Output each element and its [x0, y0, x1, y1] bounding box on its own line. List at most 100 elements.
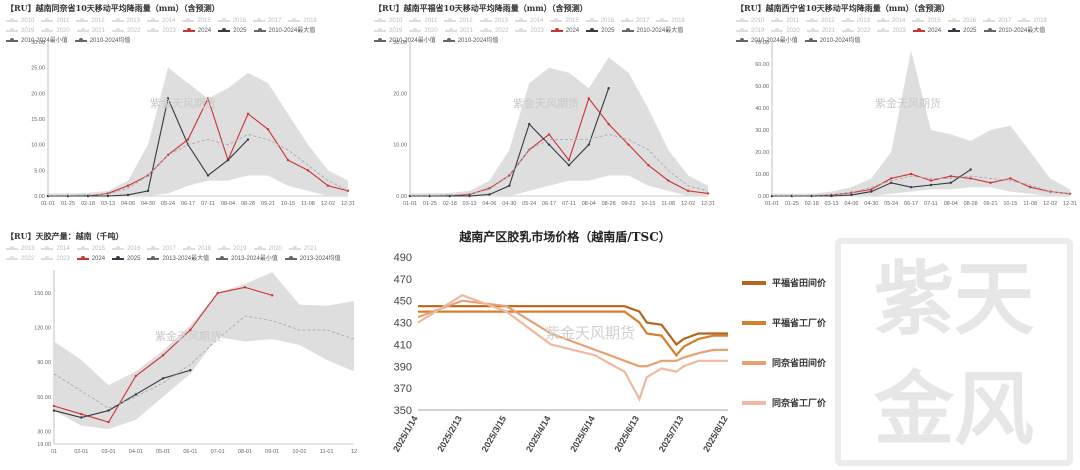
- legend-item[interactable]: 2017: [621, 16, 649, 26]
- legend-item[interactable]: 2010-2024最小值: [736, 36, 798, 46]
- legend-item[interactable]: 2011: [41, 16, 69, 26]
- legend-item[interactable]: 2015: [182, 16, 211, 26]
- legend-item[interactable]: 2016: [112, 244, 140, 254]
- legend-item[interactable]: 2022: [842, 26, 870, 36]
- legend-item[interactable]: 2012: [76, 16, 105, 26]
- legend-item[interactable]: 2012: [444, 16, 473, 26]
- legend-item[interactable]: 2013-2024最大值: [147, 254, 209, 264]
- legend-item[interactable]: 2024: [76, 254, 105, 264]
- legend-item[interactable]: 2019: [218, 244, 247, 254]
- legend-item[interactable]: 2021: [806, 26, 835, 36]
- legend-item[interactable]: 2024: [550, 26, 579, 36]
- legend-item[interactable]: 2015: [912, 16, 941, 26]
- price-legend-item[interactable]: 同奈省田间价: [742, 356, 826, 369]
- data-point: [146, 189, 150, 193]
- legend-item[interactable]: 2015: [76, 244, 105, 254]
- data-point: [266, 128, 270, 131]
- legend-item[interactable]: 2022: [6, 254, 34, 264]
- data-point: [627, 143, 630, 146]
- legend-item[interactable]: 2020: [253, 244, 282, 254]
- data-point: [547, 143, 551, 146]
- legend-item[interactable]: 2012: [806, 16, 835, 26]
- legend-item[interactable]: 2014: [146, 16, 175, 26]
- legend-item[interactable]: 2024: [912, 26, 941, 36]
- legend-item[interactable]: 2010-2024最小值: [6, 36, 68, 46]
- x-tick-label: 12-31: [341, 201, 355, 207]
- chart-dongnai-rain: 0.00 5.00 10.00 15.00 20.00 25.00 30.00 01-01 01…: [31, 40, 355, 207]
- legend-item[interactable]: 2021: [288, 244, 317, 254]
- legend-item[interactable]: 2019: [736, 26, 764, 36]
- legend-item[interactable]: 2010: [374, 16, 402, 26]
- y-tick-label: 10.00: [393, 143, 407, 149]
- legend-item[interactable]: 2017: [983, 16, 1011, 26]
- legend-item[interactable]: 2016: [585, 16, 614, 26]
- legend-item[interactable]: 2020: [409, 26, 438, 36]
- legend-item[interactable]: 2016: [217, 16, 246, 26]
- legend-item[interactable]: 2019: [6, 26, 34, 36]
- legend-item[interactable]: 2019: [374, 26, 402, 36]
- y-tick-label: 30.00: [37, 429, 51, 435]
- legend-item[interactable]: 2025: [112, 254, 140, 264]
- y-tick-label: 0.00: [34, 194, 45, 200]
- legend-item[interactable]: 2011: [409, 16, 437, 26]
- legend-item[interactable]: 2010-2024最大值: [253, 26, 315, 36]
- legend-item[interactable]: 2015: [550, 16, 579, 26]
- range-band: [772, 50, 1070, 196]
- legend-item[interactable]: 2018: [288, 16, 317, 26]
- legend-item[interactable]: 2010-2024最大值: [983, 26, 1045, 36]
- data-point: [226, 158, 230, 162]
- legend-item[interactable]: 2020: [41, 26, 70, 36]
- data-point: [206, 174, 210, 177]
- legend-item[interactable]: 2014: [514, 16, 543, 26]
- legend-item[interactable]: 2023: [877, 26, 906, 36]
- legend-item[interactable]: 2010-2024最大值: [621, 26, 683, 36]
- legend-item[interactable]: 2020: [771, 26, 800, 36]
- legend-item[interactable]: 2010-2024均值: [804, 36, 860, 46]
- x-tick-label: 04-06: [121, 201, 135, 207]
- price-legend-item[interactable]: 平福省工厂价: [742, 316, 826, 329]
- legend-item[interactable]: 2013: [111, 16, 140, 26]
- legend-item[interactable]: 2016: [947, 16, 976, 26]
- legend-item[interactable]: 2013-2024均值: [284, 254, 341, 264]
- x-tick-label: 2025/8/12: [701, 414, 730, 454]
- legend-item[interactable]: 2025: [586, 26, 615, 36]
- legend-item[interactable]: 2025: [218, 26, 247, 36]
- legend-item[interactable]: 2010-2024均值: [442, 36, 498, 46]
- legend-item[interactable]: 2018: [1018, 16, 1047, 26]
- legend-item[interactable]: 2017: [253, 16, 281, 26]
- data-point: [909, 186, 913, 189]
- price-legend-item[interactable]: 同奈省工厂价: [742, 396, 826, 409]
- x-tick-label: 02-01: [74, 449, 88, 455]
- legend-item[interactable]: 2013-2024最小值: [216, 254, 278, 264]
- legend-item[interactable]: 2022: [112, 26, 140, 36]
- legend-item[interactable]: 2011: [771, 16, 799, 26]
- legend-item[interactable]: 2022: [480, 26, 508, 36]
- legend-item[interactable]: 2018: [182, 244, 211, 254]
- legend-item[interactable]: 2021: [444, 26, 473, 36]
- legend-item[interactable]: 2024: [182, 26, 211, 36]
- x-tick-label: 07-01: [211, 449, 225, 455]
- legend-item[interactable]: 2017: [147, 244, 176, 254]
- x-tick-label: 06-17: [542, 201, 556, 207]
- legend-item[interactable]: 2013: [479, 16, 508, 26]
- legend-item[interactable]: 2023: [147, 26, 176, 36]
- legend-item[interactable]: 2013: [6, 244, 34, 254]
- data-point: [969, 177, 972, 180]
- price-legend-item[interactable]: 平福省田间价: [742, 276, 826, 289]
- legend-label: 平福省工厂价: [772, 319, 827, 329]
- legend-item[interactable]: 2010-2024最小值: [374, 36, 436, 46]
- legend-item[interactable]: 2018: [656, 16, 685, 26]
- legend-item[interactable]: 2010: [736, 16, 764, 26]
- legend-item[interactable]: 2010: [6, 16, 34, 26]
- y-tick-label: 410: [394, 339, 412, 351]
- x-tick-label: 09-21: [983, 201, 997, 207]
- legend-item[interactable]: 2014: [41, 244, 70, 254]
- legend-item[interactable]: 2025: [948, 26, 977, 36]
- legend-item[interactable]: 2023: [41, 254, 70, 264]
- legend-item[interactable]: 2010-2024均值: [74, 36, 130, 46]
- legend-item[interactable]: 2014: [876, 16, 905, 26]
- legend-item[interactable]: 2021: [76, 26, 105, 36]
- legend-item[interactable]: 2013: [841, 16, 870, 26]
- legend-item[interactable]: 2023: [515, 26, 544, 36]
- x-tick-label: 06-01: [183, 449, 197, 455]
